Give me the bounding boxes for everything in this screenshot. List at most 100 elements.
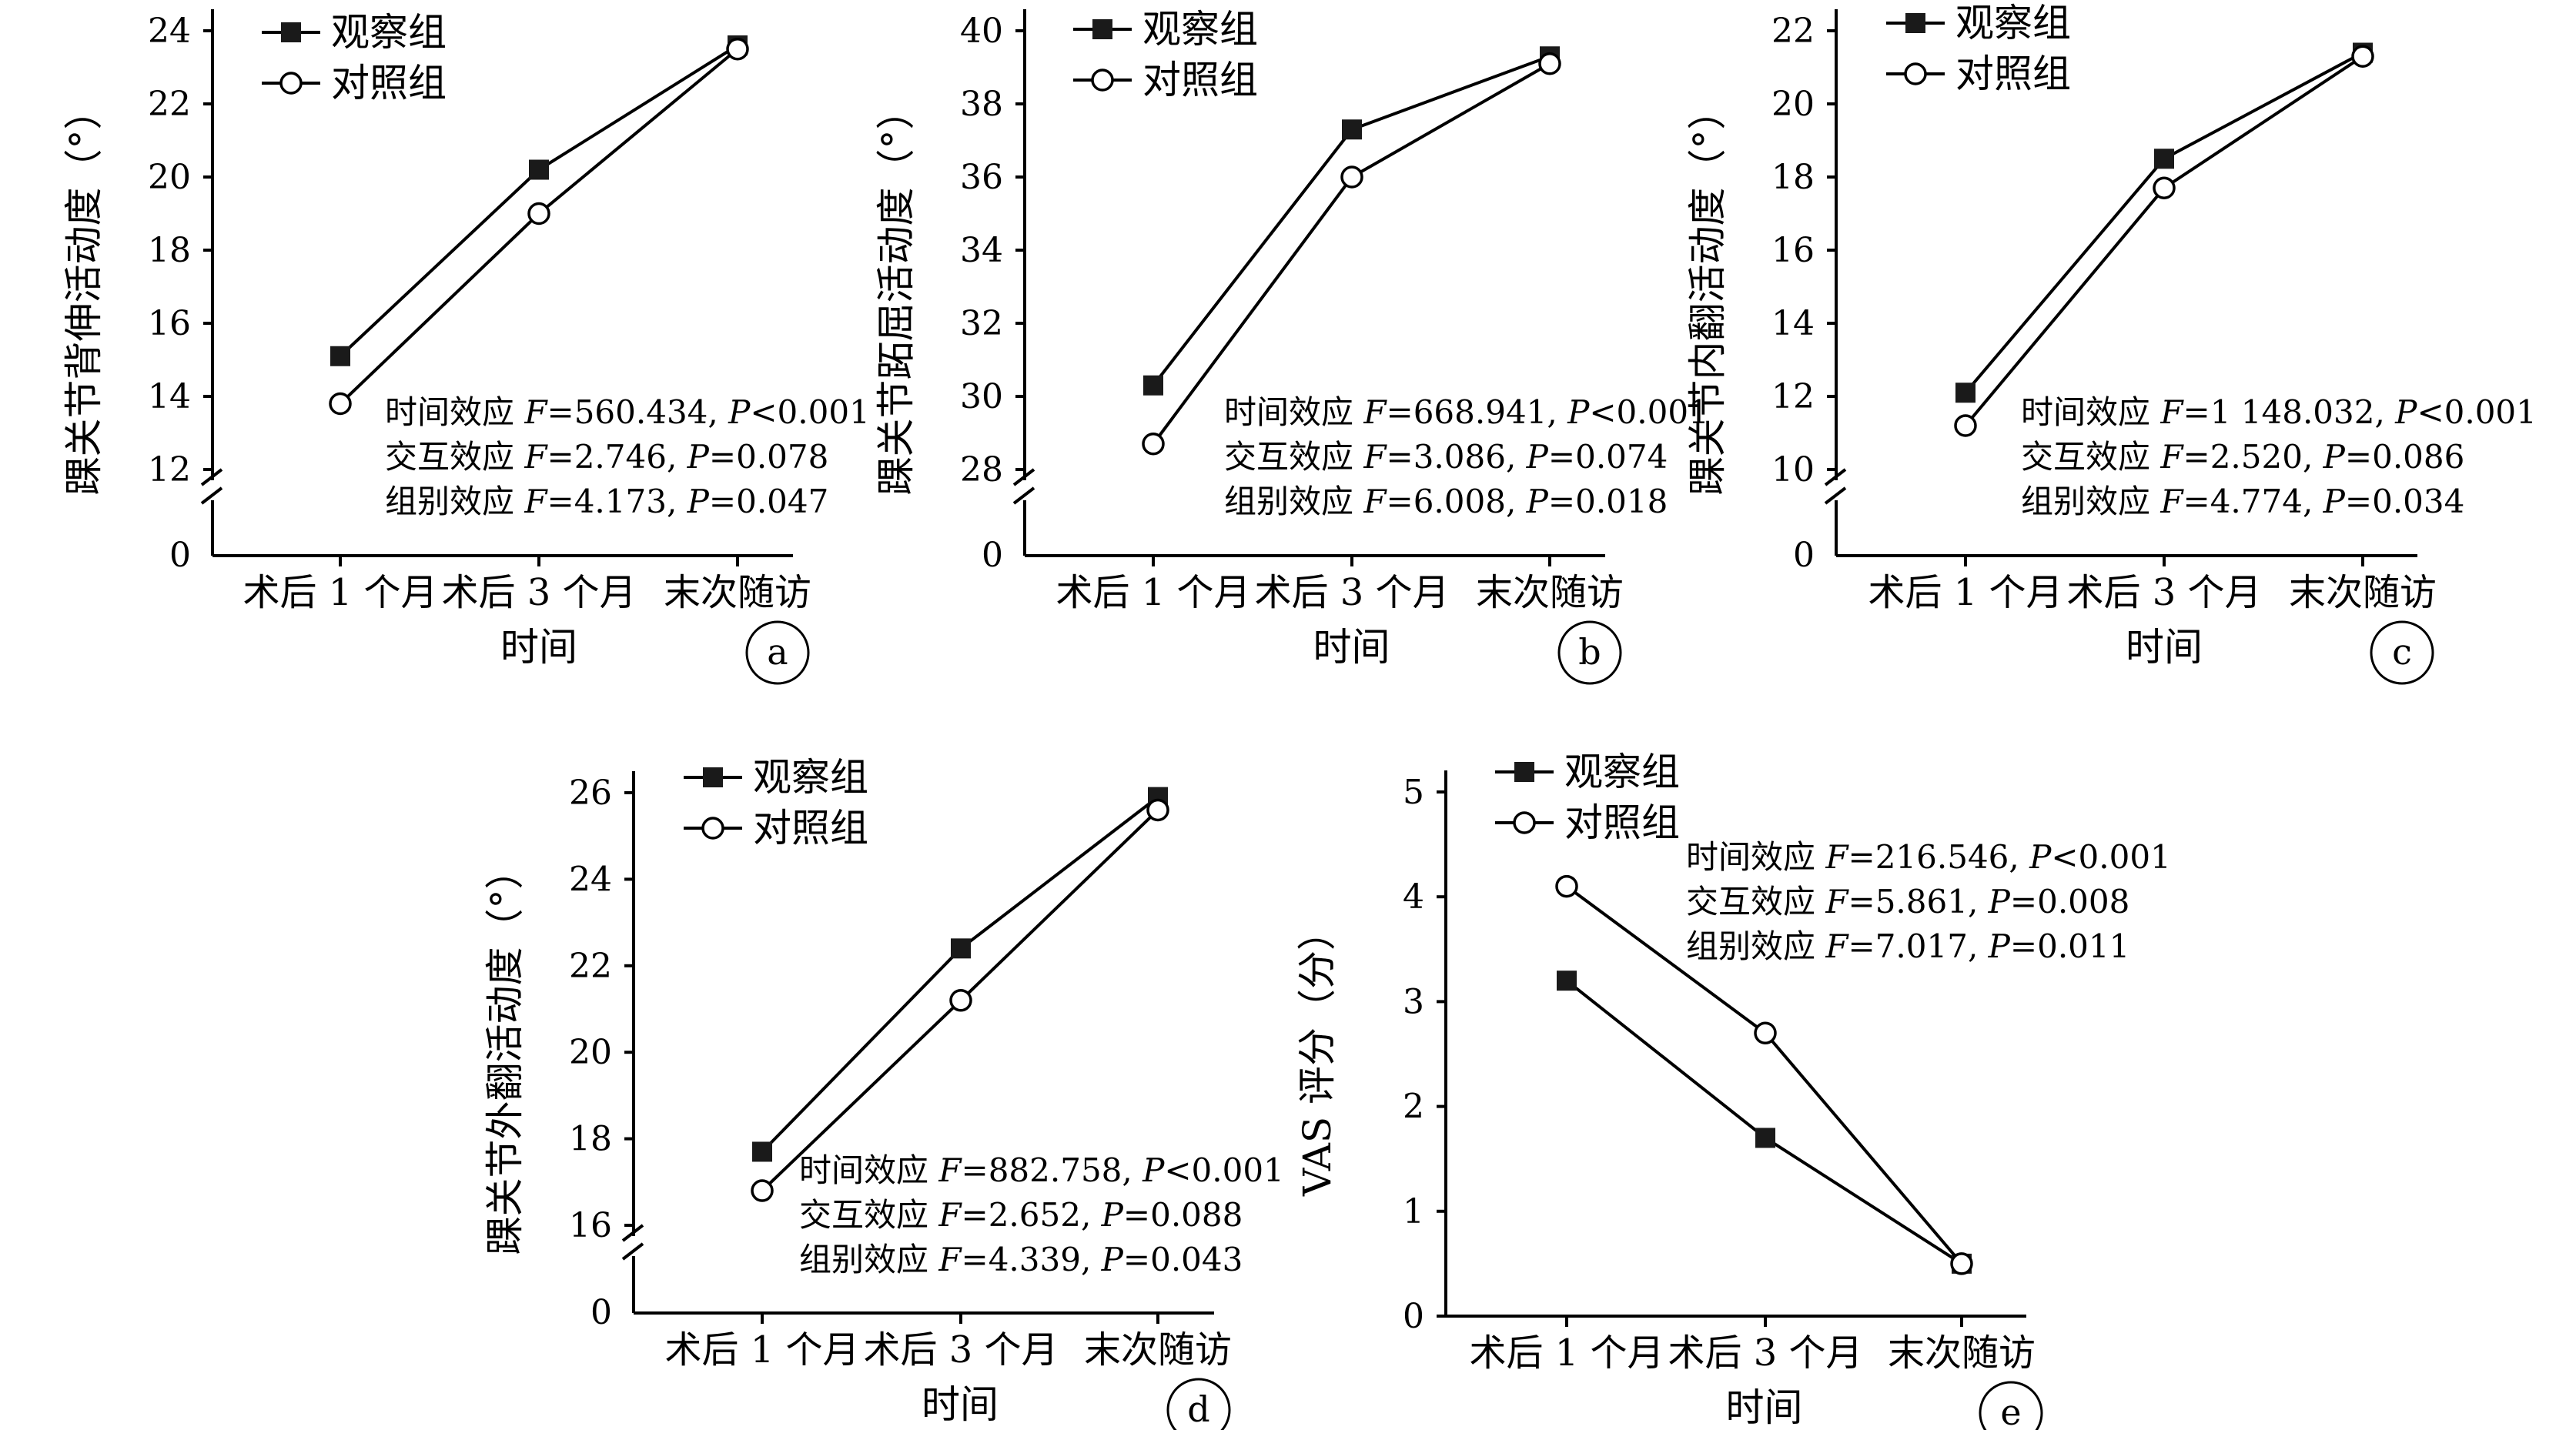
y-tick-label: 32 [960, 304, 1003, 343]
stats-annotation: 时间效应 F=216.546, P<0.001 [1686, 838, 2171, 876]
y-tick-label: 12 [148, 450, 191, 489]
x-tick-label: 术后 1 个月 [1469, 1331, 1664, 1375]
stats-text: =0.008 [2010, 883, 2129, 920]
y-tick-label: 34 [960, 231, 1003, 270]
stats-text: 组别效应 [1224, 483, 1363, 520]
data-point-square [330, 346, 350, 366]
stats-text: <0.001 [1589, 393, 1708, 431]
series-line-observation [1964, 51, 2364, 394]
x-tick-label: 末次随访 [664, 571, 811, 614]
y-tick-label: 20 [569, 1033, 612, 1072]
data-point-circle [751, 1179, 774, 1202]
panel-label: a [767, 631, 788, 673]
stats-text: =4.339, [962, 1241, 1102, 1278]
y-tick-label: 38 [960, 85, 1003, 124]
series-line-control [1964, 55, 2364, 427]
data-point-square [2154, 149, 2174, 169]
y-tick-label: 16 [148, 304, 191, 343]
legend-circle-marker [1091, 68, 1114, 92]
stats-text: 时间效应 [385, 393, 524, 431]
stats-text: P [2394, 393, 2417, 431]
x-tick-label: 术后 3 个月 [1254, 571, 1449, 614]
axis-break-mark [200, 486, 223, 505]
stats-text: P [2323, 438, 2346, 476]
stats-annotation: 交互效应 F=2.520, P=0.086 [2021, 438, 2464, 476]
legend-square-marker [1514, 762, 1534, 782]
stats-text: 组别效应 [1686, 927, 1825, 965]
x-tick-label: 末次随访 [1084, 1328, 1232, 1372]
stats-text: =0.011 [2010, 927, 2129, 965]
stats-text: F [1363, 483, 1387, 520]
stats-text: <0.001 [750, 393, 869, 431]
data-point-circle [1340, 165, 1363, 189]
x-tick-label: 术后 1 个月 [664, 1328, 859, 1372]
stats-annotation: 交互效应 F=2.652, P=0.088 [799, 1196, 1243, 1234]
y-tick-label: 20 [148, 158, 191, 197]
stats-text: 时间效应 [2021, 393, 2160, 431]
legend-label: 观察组 [753, 755, 868, 800]
stats-text: =0.078 [709, 438, 828, 476]
stats-annotation: 组别效应 F=6.008, P=0.018 [1224, 483, 1668, 520]
stats-text: 组别效应 [799, 1241, 938, 1278]
stats-annotation: 组别效应 F=4.339, P=0.043 [799, 1241, 1243, 1278]
legend-label: 对照组 [1564, 800, 1680, 845]
y-tick-label: 16 [1771, 231, 1815, 270]
x-axis-title: 时间 [1313, 625, 1390, 670]
axis-break-mark [1824, 486, 1847, 505]
stats-annotation: 交互效应 F=5.861, P=0.008 [1686, 883, 2129, 920]
axis-break-mark [1012, 486, 1035, 505]
stats-text: F [938, 1196, 962, 1234]
x-tick-label: 术后 1 个月 [1055, 571, 1250, 614]
axis-break-mark [621, 1242, 644, 1261]
data-point-circle [2351, 45, 2374, 68]
y-axis-title: 踝关节跖屈活动度（°） [874, 92, 918, 496]
stats-text: =6.008, [1387, 483, 1527, 520]
stats-text: F [938, 1151, 962, 1189]
y-tick-label: 0 [590, 1293, 612, 1332]
stats-annotation: 时间效应 F=560.434, P<0.001 [385, 393, 870, 431]
data-point-circle [1146, 798, 1169, 822]
y-tick-label: 3 [1403, 982, 1424, 1021]
stats-text: =2.652, [962, 1196, 1102, 1234]
legend-square-marker [1905, 13, 1925, 33]
data-point-square [752, 1141, 772, 1162]
stats-text: =4.173, [547, 483, 687, 520]
y-tick-label: 0 [169, 536, 191, 575]
y-tick-label: 18 [1771, 158, 1815, 197]
stats-text: =0.086 [2345, 438, 2464, 476]
stats-text: =0.047 [709, 483, 828, 520]
data-point-circle [1142, 433, 1165, 456]
x-tick-label: 术后 3 个月 [2066, 571, 2261, 614]
stats-text: F [524, 393, 548, 431]
legend-label: 对照组 [1142, 58, 1258, 102]
y-tick-label: 10 [1771, 450, 1815, 489]
axis-break-mark [621, 1224, 644, 1242]
x-tick-label: 末次随访 [1888, 1331, 2036, 1375]
data-point-circle [329, 392, 352, 416]
stats-text: P [1526, 438, 1549, 476]
stats-text: =7.017, [1848, 927, 1989, 965]
panel-label: e [2000, 1392, 2021, 1430]
stats-annotation: 组别效应 F=4.173, P=0.047 [385, 483, 828, 520]
stats-text: P [687, 483, 710, 520]
y-tick-label: 1 [1403, 1192, 1424, 1231]
axis-break-mark [1012, 468, 1035, 486]
stats-text: 交互效应 [2021, 438, 2160, 476]
stats-text: 交互效应 [1224, 438, 1363, 476]
stats-text: P [1142, 1151, 1165, 1189]
x-axis-title: 时间 [2126, 625, 2203, 670]
stats-annotation: 交互效应 F=3.086, P=0.074 [1224, 438, 1668, 476]
data-point-circle [527, 202, 550, 226]
x-tick-label: 术后 3 个月 [441, 571, 636, 614]
data-point-circle [1950, 1252, 1973, 1275]
y-tick-label: 12 [1771, 377, 1815, 416]
stats-text: P [1988, 927, 2011, 965]
panel-label-circle [1557, 620, 1622, 685]
data-point-circle [1754, 1021, 1777, 1045]
legend-square-marker [281, 22, 301, 42]
stats-text: 交互效应 [1686, 883, 1825, 920]
